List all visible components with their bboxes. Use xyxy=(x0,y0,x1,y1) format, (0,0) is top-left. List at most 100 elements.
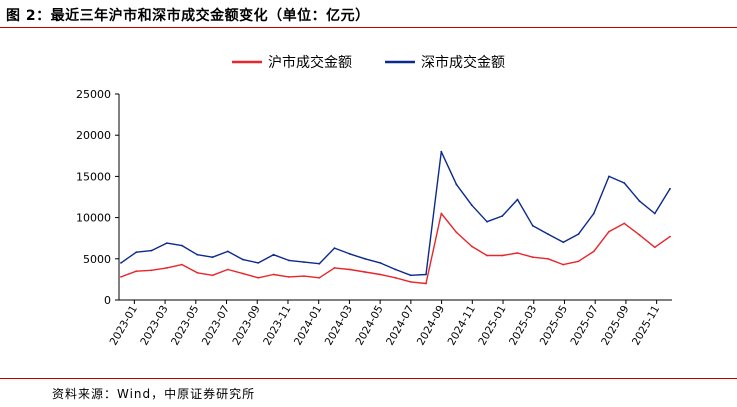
data-point-sz xyxy=(562,241,565,244)
data-point-sz xyxy=(592,212,595,215)
x-tick-label: 2025-09 xyxy=(599,304,631,348)
data-point-sz xyxy=(196,253,199,256)
x-tick-label: 2025-11 xyxy=(630,304,662,348)
data-point-sh xyxy=(272,273,275,276)
data-point-sz xyxy=(257,262,260,264)
data-point-sz xyxy=(470,204,473,207)
data-point-sz xyxy=(425,273,427,276)
x-tick-label: 2024-11 xyxy=(446,304,478,348)
legend-label-sz: 深市成交金额 xyxy=(421,54,505,71)
data-point-sz xyxy=(303,261,305,263)
top-divider xyxy=(0,27,737,28)
series-line-sh xyxy=(120,212,671,285)
x-tick-label: 2024-01 xyxy=(292,304,324,348)
data-point-sz xyxy=(211,256,214,259)
x-tick-label: 2023-05 xyxy=(169,304,201,348)
data-point-sz xyxy=(547,233,549,236)
data-point-sz xyxy=(242,258,244,261)
x-tick-label: 2024-03 xyxy=(323,304,355,348)
data-point-sz xyxy=(287,259,290,262)
x-tick-label: 2024-09 xyxy=(415,304,447,348)
data-point-sz xyxy=(669,187,671,190)
x-tick-label: 2023-01 xyxy=(108,304,140,348)
data-point-sh xyxy=(608,230,610,233)
figure-title: 图 2：最近三年沪市和深市成交金额变化（单位：亿元） xyxy=(6,8,370,24)
data-point-sh xyxy=(547,257,549,260)
data-point-sz xyxy=(486,220,488,223)
data-point-sh xyxy=(669,235,671,238)
y-tick-label: 5000 xyxy=(83,253,111,266)
data-point-sh xyxy=(653,246,656,249)
data-point-sh xyxy=(516,252,519,254)
data-point-sz xyxy=(455,183,458,186)
data-point-sh xyxy=(638,234,641,236)
data-point-sh xyxy=(211,274,214,277)
x-tick-label: 2024-05 xyxy=(353,304,385,348)
data-point-sh xyxy=(287,276,290,278)
x-tick-label: 2023-07 xyxy=(200,304,232,348)
data-point-sz xyxy=(653,212,656,215)
x-tick-label: 2024-07 xyxy=(384,304,416,348)
data-point-sh xyxy=(303,275,305,277)
data-point-sh xyxy=(455,231,458,234)
data-point-sh xyxy=(501,254,504,257)
data-point-sz xyxy=(333,247,336,250)
source-note: 资料来源：Wind，中原证券研究所 xyxy=(52,387,256,401)
data-point-sh xyxy=(318,276,321,279)
x-tick-label: 2023-11 xyxy=(261,304,293,348)
data-point-sz xyxy=(531,224,534,227)
y-tick-label: 0 xyxy=(104,294,111,307)
data-point-sh xyxy=(364,271,366,273)
data-point-sh xyxy=(348,268,351,271)
data-point-sh xyxy=(425,282,427,285)
data-point-sh xyxy=(242,272,244,275)
data-point-sz xyxy=(394,268,397,271)
bottom-divider xyxy=(0,378,737,379)
data-point-sz xyxy=(364,257,366,260)
data-point-sz xyxy=(120,262,122,264)
y-tick-label: 20000 xyxy=(76,129,111,142)
y-tick-label: 15000 xyxy=(76,170,111,183)
y-tick-label: 10000 xyxy=(76,212,111,225)
data-point-sh xyxy=(135,270,138,273)
data-point-sh xyxy=(440,212,443,215)
legend-label-sh: 沪市成交金额 xyxy=(268,54,352,71)
data-point-sz xyxy=(409,274,412,277)
data-point-sh xyxy=(486,254,488,257)
data-point-sz xyxy=(638,200,641,203)
chart-legend: 沪市成交金额 深市成交金额 xyxy=(232,54,505,71)
data-point-sh xyxy=(257,276,260,279)
data-point-sh xyxy=(333,267,336,269)
data-point-sh xyxy=(470,245,473,248)
data-point-sh xyxy=(196,271,199,274)
x-tick-label: 2025-07 xyxy=(568,304,600,348)
data-point-sz xyxy=(165,242,168,245)
data-point-sz xyxy=(318,262,321,265)
data-point-sz xyxy=(150,249,153,252)
data-point-sh xyxy=(181,263,183,266)
x-tick-label: 2025-01 xyxy=(476,304,508,348)
data-point-sz xyxy=(501,215,504,217)
data-point-sh xyxy=(562,263,565,266)
data-point-sz xyxy=(379,262,382,264)
data-point-sz xyxy=(440,150,443,153)
data-point-sh xyxy=(165,267,168,269)
x-tick-label: 2025-03 xyxy=(507,304,539,348)
data-point-sz xyxy=(577,233,580,236)
data-point-sz xyxy=(272,253,275,256)
data-point-sz xyxy=(623,182,626,184)
data-point-sz xyxy=(608,175,610,178)
data-point-sh xyxy=(531,256,534,259)
chart-series xyxy=(120,150,671,285)
x-tick-label: 2023-09 xyxy=(231,304,263,348)
y-tick-label: 25000 xyxy=(76,88,111,101)
series-line-sz xyxy=(120,151,671,276)
data-point-sh xyxy=(623,222,626,225)
data-point-sh xyxy=(150,269,153,272)
data-point-sh xyxy=(577,260,580,263)
data-point-sh xyxy=(394,276,397,279)
data-point-sz xyxy=(181,244,183,247)
data-point-sh xyxy=(379,273,382,276)
data-point-sh xyxy=(120,276,122,278)
